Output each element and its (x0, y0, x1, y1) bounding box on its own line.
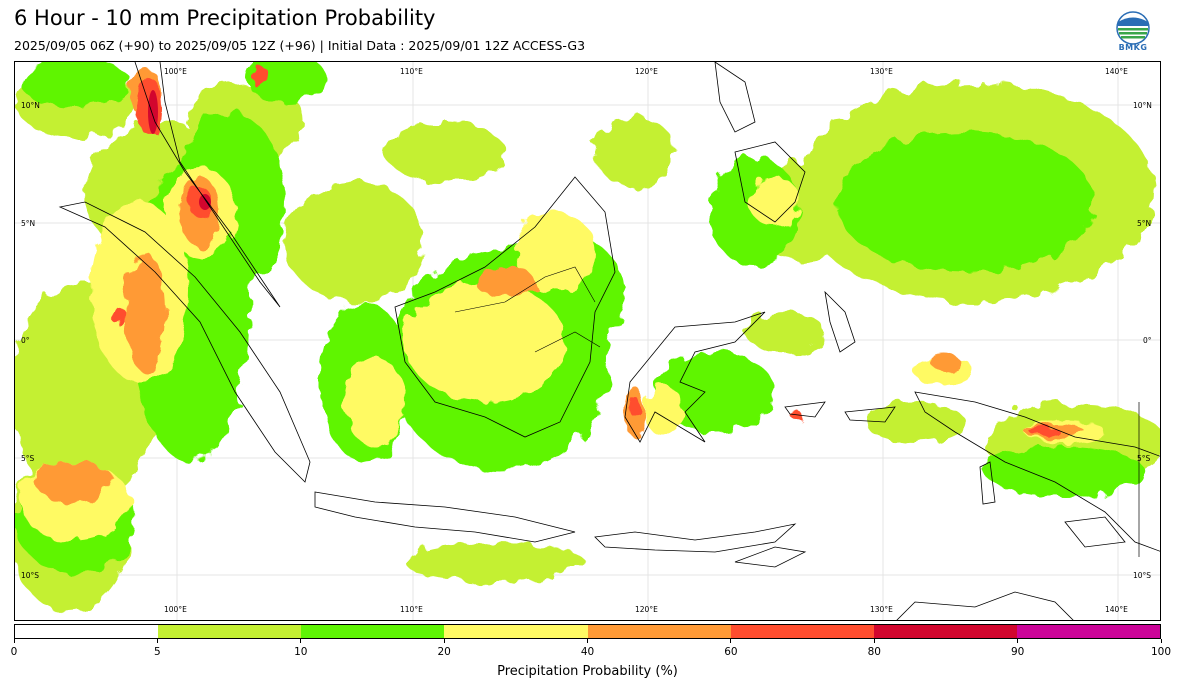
colorbar-segment (730, 625, 874, 638)
lon-label-top: 140°E (1105, 67, 1128, 76)
coastlines (58, 62, 1160, 620)
lon-label-top: 120°E (635, 67, 658, 76)
colorbar-segment (301, 625, 445, 638)
colorbar-segment (587, 625, 731, 638)
colorbar-tick-mark (443, 639, 445, 643)
lat-label-left: 5°N (21, 219, 36, 228)
lat-label-left: 0° (21, 336, 30, 345)
lon-label-bottom: 130°E (870, 605, 893, 614)
map-subtitle: 2025/09/05 06Z (+90) to 2025/09/05 12Z (… (14, 38, 586, 53)
lat-label-right: 5°S (1137, 454, 1151, 463)
map-canvas (15, 62, 1160, 620)
precipitation-map[interactable]: 100°E 110°E 120°E 130°E 140°E 100°E 110°… (14, 61, 1161, 621)
lat-label-left: 10°S (21, 571, 40, 580)
colorbar-tick-mark (587, 639, 588, 643)
lat-label-right: 5°N (1137, 219, 1152, 228)
colorbar-segment (15, 625, 159, 638)
colorbar-segment (1016, 625, 1160, 638)
colorbar-tick-mark (873, 639, 875, 643)
colorbar-tick-mark (1160, 639, 1162, 643)
lon-label-top: 110°E (400, 67, 423, 76)
colorbar-segment (158, 625, 302, 638)
colorbar-tick-mark (300, 639, 302, 643)
lon-label-bottom: 100°E (164, 605, 187, 614)
colorbar-tick-label: 0 (10, 646, 18, 658)
colorbar-tick-label: 40 (580, 646, 595, 658)
colorbar-segment (873, 625, 1017, 638)
colorbar-tick-label: 5 (154, 646, 161, 658)
colorbar-tick-label: 60 (724, 646, 738, 658)
lat-label-left: 5°S (21, 454, 35, 463)
lat-label-left: 10°N (21, 101, 40, 110)
lon-label-bottom: 110°E (400, 605, 423, 614)
colorbar-tick-mark (730, 639, 732, 643)
bmkg-logo-icon (1116, 11, 1150, 45)
logo-text: BMKG (1118, 43, 1148, 52)
lon-label-top: 130°E (870, 67, 893, 76)
colorbar (14, 624, 1161, 639)
colorbar-tick-mark (156, 639, 158, 643)
lon-label-bottom: 140°E (1105, 605, 1128, 614)
colorbar-tick-label: 90 (1010, 646, 1025, 658)
colorbar-tick-label: 20 (437, 646, 451, 658)
colorbar-tick-mark (1017, 639, 1019, 643)
precip-20-40 (20, 167, 1105, 542)
colorbar-tick-label: 80 (867, 646, 881, 658)
lon-label-bottom: 120°E (635, 605, 658, 614)
colorbar-label: Precipitation Probability (%) (497, 664, 678, 679)
lat-label-right: 10°N (1133, 101, 1152, 110)
lat-label-right: 0° (1143, 336, 1152, 345)
map-title: 6 Hour - 10 mm Precipitation Probability (14, 6, 436, 30)
colorbar-tick-label: 10 (294, 646, 308, 658)
lat-label-right: 10°S (1133, 571, 1152, 580)
colorbar-tick-mark (13, 639, 15, 643)
colorbar-tick-label: 100 (1150, 646, 1172, 658)
colorbar-segment (444, 625, 588, 638)
lon-label-top: 100°E (164, 67, 187, 76)
